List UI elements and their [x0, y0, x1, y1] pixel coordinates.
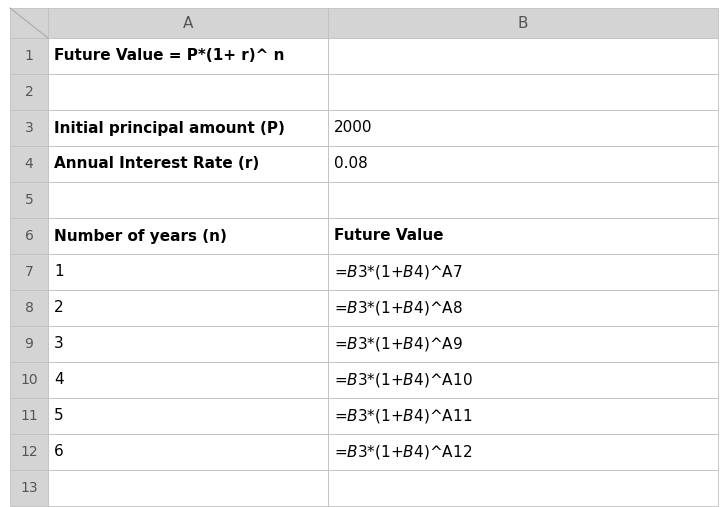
Text: 1: 1: [24, 49, 33, 63]
Bar: [328, 254, 718, 290]
Text: 5: 5: [54, 409, 63, 423]
Bar: [48, 398, 328, 434]
Text: 13: 13: [20, 481, 38, 495]
Bar: [10, 182, 48, 218]
Bar: [48, 470, 328, 506]
Bar: [328, 398, 718, 434]
Text: 11: 11: [20, 409, 38, 423]
Bar: [10, 362, 48, 398]
Text: =$B$3*(1+$B$4)^A8: =$B$3*(1+$B$4)^A8: [334, 299, 463, 317]
Text: 0.08: 0.08: [334, 157, 368, 171]
Text: =$B$3*(1+$B$4)^A9: =$B$3*(1+$B$4)^A9: [334, 335, 463, 353]
Text: =$B$3*(1+$B$4)^A11: =$B$3*(1+$B$4)^A11: [334, 407, 472, 425]
Text: 2000: 2000: [334, 121, 372, 135]
Bar: [48, 74, 328, 110]
Text: 2: 2: [54, 301, 63, 315]
Bar: [328, 470, 718, 506]
Bar: [328, 182, 718, 218]
Text: 8: 8: [24, 301, 33, 315]
Text: 2: 2: [24, 85, 33, 99]
Text: 4: 4: [24, 157, 33, 171]
Bar: [328, 362, 718, 398]
Text: 10: 10: [20, 373, 38, 387]
Text: 5: 5: [24, 193, 33, 207]
Bar: [328, 290, 718, 326]
Bar: [48, 146, 328, 182]
Bar: [10, 146, 48, 182]
Text: Initial principal amount (P): Initial principal amount (P): [54, 121, 285, 135]
Bar: [328, 326, 718, 362]
Bar: [10, 218, 48, 254]
Text: 12: 12: [20, 445, 38, 459]
Bar: [10, 326, 48, 362]
Text: 4: 4: [54, 373, 63, 387]
Bar: [48, 290, 328, 326]
Bar: [10, 74, 48, 110]
Text: 3: 3: [54, 337, 64, 351]
Text: =$B$3*(1+$B$4)^A7: =$B$3*(1+$B$4)^A7: [334, 263, 463, 281]
Text: 6: 6: [24, 229, 33, 243]
Bar: [328, 38, 718, 74]
Bar: [10, 434, 48, 470]
Text: =$B$3*(1+$B$4)^A10: =$B$3*(1+$B$4)^A10: [334, 371, 472, 389]
Bar: [10, 398, 48, 434]
Bar: [10, 110, 48, 146]
Bar: [48, 434, 328, 470]
Bar: [10, 254, 48, 290]
Bar: [10, 290, 48, 326]
Text: 3: 3: [24, 121, 33, 135]
Bar: [328, 146, 718, 182]
Bar: [48, 38, 328, 74]
Text: 1: 1: [54, 265, 63, 279]
Bar: [48, 326, 328, 362]
Bar: [48, 110, 328, 146]
Bar: [10, 38, 48, 74]
Bar: [48, 8, 328, 38]
Text: Future Value: Future Value: [334, 229, 444, 243]
Bar: [328, 74, 718, 110]
Bar: [48, 218, 328, 254]
Bar: [10, 8, 48, 38]
Bar: [328, 218, 718, 254]
Text: 9: 9: [24, 337, 33, 351]
Text: A: A: [183, 16, 193, 30]
Text: B: B: [518, 16, 528, 30]
Text: 6: 6: [54, 445, 64, 459]
Bar: [48, 182, 328, 218]
Text: Future Value = P*(1+ r)^ n: Future Value = P*(1+ r)^ n: [54, 49, 284, 63]
Bar: [48, 362, 328, 398]
Bar: [328, 434, 718, 470]
Bar: [328, 8, 718, 38]
Bar: [48, 254, 328, 290]
Text: Number of years (n): Number of years (n): [54, 229, 227, 243]
Bar: [10, 470, 48, 506]
Bar: [328, 110, 718, 146]
Text: =$B$3*(1+$B$4)^A12: =$B$3*(1+$B$4)^A12: [334, 443, 472, 461]
Text: Annual Interest Rate (r): Annual Interest Rate (r): [54, 157, 259, 171]
Text: 7: 7: [24, 265, 33, 279]
